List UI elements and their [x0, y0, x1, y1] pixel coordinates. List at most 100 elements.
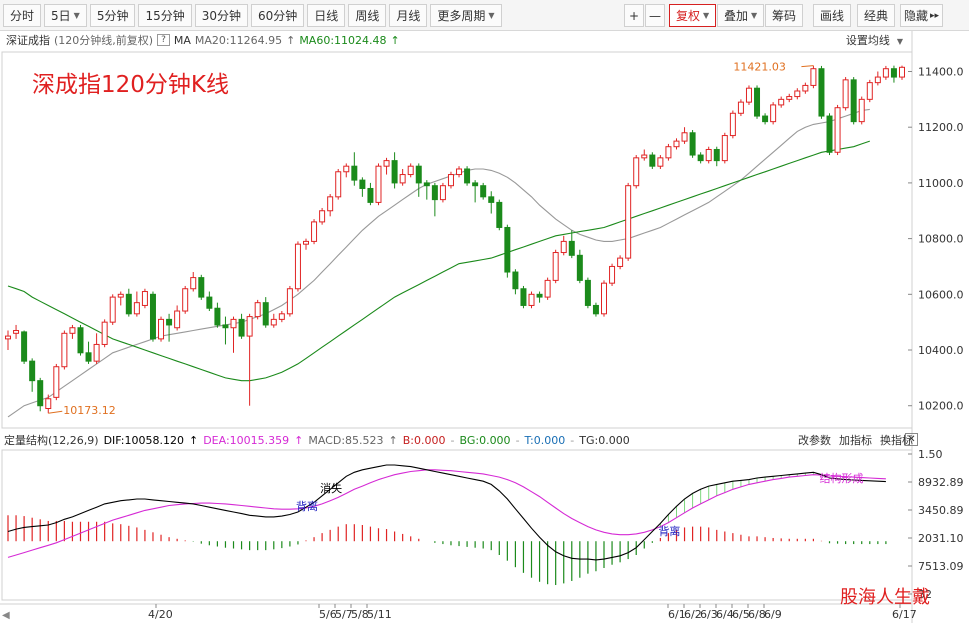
period-tab-8[interactable]: 月线	[389, 3, 428, 27]
diejia-dropdown[interactable]: 叠加 ▼	[717, 4, 765, 27]
chouma-button[interactable]: 筹码	[765, 4, 804, 27]
x-tick-label: 4/20	[148, 608, 173, 621]
period-tab-7[interactable]: 周线	[348, 3, 387, 27]
zoom-in-button[interactable]: +	[624, 4, 644, 27]
candle-body	[625, 185, 632, 259]
candle-body	[657, 157, 664, 167]
period-tab-label: 更多周期	[437, 8, 486, 23]
candle-body	[85, 352, 92, 362]
candle-body	[504, 226, 511, 273]
separator: -	[570, 433, 575, 447]
candle-body	[125, 293, 132, 315]
candle-body	[729, 112, 736, 137]
period-tab-0[interactable]: 分时	[3, 3, 42, 27]
dea-value: DEA:10015.359	[203, 433, 290, 447]
period-tab-1[interactable]: 5日 ▼	[44, 3, 87, 27]
huaxian-button[interactable]: 画线	[813, 4, 852, 27]
high-marker-line	[801, 65, 814, 68]
period-tab-label: 5分钟	[96, 8, 129, 23]
help-icon[interactable]: ?	[157, 34, 170, 46]
switch-indicator-link[interactable]: 换指标	[880, 434, 913, 447]
candle-body	[21, 331, 28, 362]
candle-body	[391, 160, 398, 184]
candle-body	[158, 318, 165, 340]
candle-body	[842, 79, 849, 109]
chevron-down-icon: ▼	[73, 10, 80, 20]
candle-body	[601, 282, 607, 315]
candle-body	[480, 185, 487, 198]
period-tab-5[interactable]: 60分钟	[251, 3, 305, 27]
fuquan-label: 复权	[676, 9, 701, 23]
period-tab-6[interactable]: 日线	[307, 3, 346, 27]
candle-body	[101, 321, 108, 345]
candle-body	[399, 174, 406, 184]
candle-body	[383, 160, 390, 167]
candle-body	[141, 291, 148, 306]
candle-body	[850, 79, 857, 123]
candle-body	[697, 154, 704, 162]
candle-body	[303, 240, 309, 245]
chart-overlay-title: 深成指120分钟K线	[32, 72, 229, 98]
candle-body	[222, 324, 229, 329]
indicator-annotation: 背离	[658, 524, 680, 538]
x-tick-label: 6/5	[732, 608, 750, 621]
add-indicator-link[interactable]: 加指标	[839, 434, 872, 447]
period-tab-label: 30分钟	[201, 8, 242, 23]
candle-body	[343, 165, 350, 173]
yincang-button[interactable]: 隐藏 ▸▸	[900, 4, 944, 27]
dif-value: DIF:10058.120	[103, 433, 184, 447]
chevron-down-icon: ▼	[703, 11, 710, 20]
set-ma-dropdown[interactable]: 设置均线 ▼	[846, 32, 907, 48]
candle-body	[576, 254, 583, 281]
y-tick-label: 10400.0	[918, 344, 964, 357]
candle-body	[617, 257, 624, 267]
x-tick-label: 5/6	[319, 608, 337, 621]
candle-body	[512, 271, 519, 290]
sub-y-tick-label: 2031.10	[918, 532, 964, 545]
ma-label: MA	[173, 33, 191, 47]
candle-body	[327, 196, 334, 212]
low-marker-line	[48, 410, 63, 414]
candle-body	[335, 171, 342, 198]
period-tab-label: 日线	[314, 8, 339, 23]
candle-body	[592, 304, 599, 315]
candle-body	[61, 332, 68, 368]
y-tick-label: 10600.0	[918, 288, 964, 301]
candle-body	[762, 115, 769, 123]
close-icon[interactable]: ✕	[905, 433, 918, 446]
zoom-out-button[interactable]: —	[645, 4, 665, 27]
candle-body	[552, 252, 559, 281]
candle-body	[149, 293, 156, 340]
period-tab-2[interactable]: 5分钟	[89, 3, 136, 27]
x-tick-label: 5/11	[367, 608, 392, 621]
candle-body	[359, 179, 366, 189]
set-ma-label: 设置均线	[845, 34, 890, 47]
period-tab-label: 月线	[396, 8, 421, 23]
y-tick-label: 10800.0	[918, 233, 964, 246]
candle-body	[770, 104, 777, 123]
indicator-actions: 改参数 加指标 换指标	[790, 431, 913, 449]
arrow-up-icon: ↑	[294, 433, 304, 447]
candle-body	[721, 135, 728, 162]
sub-y-tick-label: 8932.89	[918, 476, 964, 489]
x-tick-label: 6/1	[668, 608, 686, 621]
candle-body	[415, 165, 422, 184]
indicator-panel-frame	[1, 449, 913, 601]
sub-y-tick-label: 7513.09	[918, 560, 964, 573]
period-tab-3[interactable]: 15分钟	[138, 3, 192, 27]
high-price-label: 11421.03	[733, 61, 786, 74]
candle-body	[367, 187, 374, 203]
scroll-left-icon[interactable]: ◀	[2, 610, 10, 621]
toolbar: 分时 5日 ▼ 5分钟 15分钟 30分钟 60分钟 日线 周线 月线 更多周期 ▼ + — 复权 ▼ …	[0, 0, 969, 31]
candle-body	[214, 307, 221, 326]
period-tab-4[interactable]: 30分钟	[194, 3, 249, 27]
candle-body	[117, 293, 124, 298]
period-tab-9[interactable]: 更多周期 ▼	[430, 3, 502, 27]
jingdian-button[interactable]: 经典	[857, 4, 896, 27]
candle-body	[818, 68, 825, 117]
indicator-annotation: 结构形成	[820, 471, 864, 485]
change-params-link[interactable]: 改参数	[798, 434, 831, 447]
fuquan-dropdown[interactable]: 复权 ▼	[669, 4, 717, 27]
candle-body	[802, 84, 809, 92]
candle-body	[45, 398, 52, 410]
